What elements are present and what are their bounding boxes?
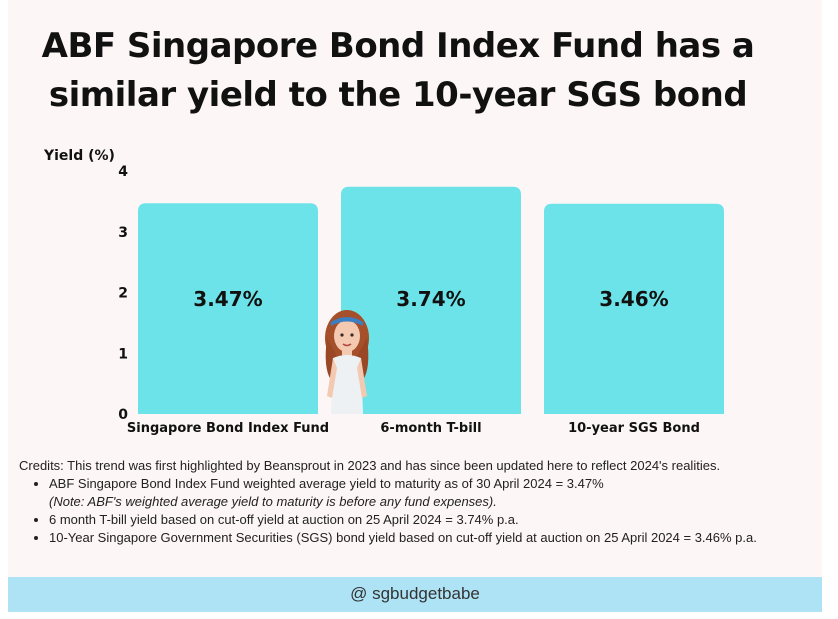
x-tick-label: 6-month T-bill (380, 421, 481, 436)
x-tick-label: Singapore Bond Index Fund (127, 421, 329, 436)
data-label: 3.74% (396, 287, 465, 311)
y-tick-label: 1 (118, 346, 128, 362)
credit-item-abf: ABF Singapore Bond Index Fund weighted a… (49, 475, 819, 511)
infographic-card: ABF Singapore Bond Index Fund has a simi… (8, 0, 822, 612)
credit-text-abf: ABF Singapore Bond Index Fund weighted a… (49, 476, 604, 491)
data-label: 3.47% (193, 287, 262, 311)
yield-bar-chart: Yield (%) 0 1 2 3 4 3.47% Singapore Bond Index … (43, 148, 724, 436)
y-axis-label: Yield (%) (43, 148, 115, 164)
credits-section: Credits: This trend was first highlighte… (19, 457, 819, 547)
credit-item-sgs: 10-Year Singapore Government Securities … (49, 529, 819, 547)
x-tick-label: 10-year SGS Bond (568, 421, 700, 436)
credit-item-tbill: 6 month T-bill yield based on cut-off yi… (49, 511, 819, 529)
bar-1 (341, 186, 521, 414)
footer-bar: @ sgbudgetbabe (8, 577, 822, 612)
title-line-2: similar yield to the 10-year SGS bond (48, 75, 748, 115)
credits-intro: Credits: This trend was first highlighte… (19, 458, 721, 473)
bar-2 (544, 203, 724, 414)
credit-text-tbill: 6 month T-bill yield based on cut-off yi… (49, 512, 519, 527)
credits-list: ABF Singapore Bond Index Fund weighted a… (19, 475, 819, 547)
y-tick-label: 4 (118, 164, 128, 180)
y-tick-label: 3 (118, 225, 128, 241)
bar-0 (138, 203, 318, 414)
page-title: ABF Singapore Bond Index Fund has a simi… (8, 22, 788, 120)
title-line-1: ABF Singapore Bond Index Fund has a (41, 26, 755, 66)
y-tick-label: 2 (118, 286, 128, 302)
woman-illustration (325, 310, 369, 414)
data-label: 3.46% (599, 287, 668, 311)
y-tick-label: 0 (118, 407, 128, 423)
credit-text-sgs: 10-Year Singapore Government Securities … (49, 530, 757, 545)
footer-handle: @ sgbudgetbabe (350, 584, 480, 603)
credit-note-abf: (Note: ABF's weighted average yield to m… (49, 494, 497, 509)
